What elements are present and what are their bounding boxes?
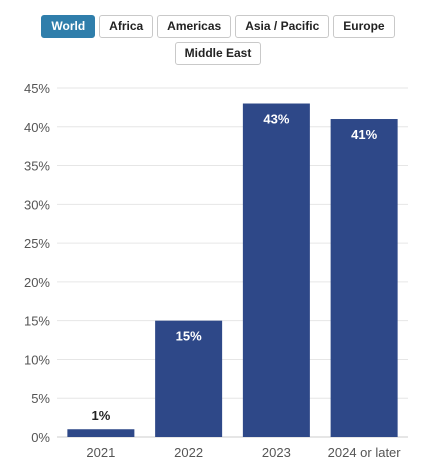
tab-europe[interactable]: Europe xyxy=(333,15,395,38)
y-tick-label: 45% xyxy=(24,81,50,96)
x-tick-label: 2021 xyxy=(86,445,115,460)
y-tick-label: 10% xyxy=(24,352,50,367)
bar-2022[interactable] xyxy=(155,320,223,437)
bars xyxy=(67,103,398,438)
y-tick-label: 25% xyxy=(24,236,50,251)
y-tick-label: 30% xyxy=(24,197,50,212)
y-tick-label: 35% xyxy=(24,159,50,174)
data-label: 1% xyxy=(91,408,110,423)
bar-2024-or-later[interactable] xyxy=(330,119,398,438)
y-tick-label: 0% xyxy=(31,430,50,445)
y-axis-ticks: 0% 5% 10% 15% 20% 25% 30% 35% 40% 45% xyxy=(24,81,50,445)
tab-africa[interactable]: Africa xyxy=(99,15,154,38)
bar-2023[interactable] xyxy=(242,103,310,437)
x-tick-label: 2023 xyxy=(262,445,291,460)
x-axis-ticks: 2021 2022 2023 2024 or later xyxy=(86,445,401,460)
y-tick-label: 5% xyxy=(31,391,50,406)
x-tick-label: 2022 xyxy=(174,445,203,460)
tab-americas[interactable]: Americas xyxy=(157,15,232,38)
y-tick-label: 20% xyxy=(24,275,50,290)
y-tick-label: 40% xyxy=(24,120,50,135)
region-filter-tabs: World Africa Americas Asia / Pacific Eur… xyxy=(0,15,436,65)
x-tick-label: 2024 or later xyxy=(328,445,402,460)
tab-asia-pacific[interactable]: Asia / Pacific xyxy=(235,15,330,38)
y-tick-label: 15% xyxy=(24,314,50,329)
tab-middle-east[interactable]: Middle East xyxy=(174,42,262,65)
bar-2021[interactable] xyxy=(67,429,135,437)
tab-world[interactable]: World xyxy=(41,15,96,38)
